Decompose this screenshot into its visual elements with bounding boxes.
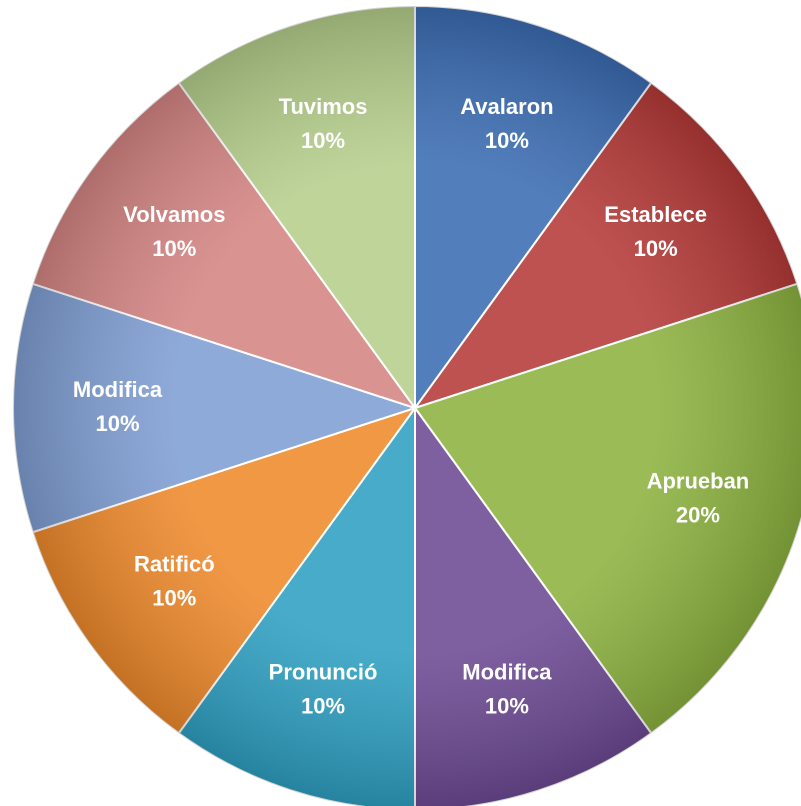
- slice-value-label: 10%: [301, 128, 345, 153]
- slice-value-label: 10%: [95, 411, 139, 436]
- slice-label: Aprueban: [647, 469, 750, 494]
- slice-value-label: 10%: [485, 694, 529, 719]
- slice-label: Tuvimos: [279, 94, 368, 119]
- slice-value-label: 20%: [676, 503, 720, 528]
- slice-value-label: 10%: [152, 236, 196, 261]
- slice-label: Establece: [604, 202, 707, 227]
- slice-label: Modifica: [73, 377, 163, 402]
- slice-value-label: 10%: [485, 128, 529, 153]
- slice-label: Volvamos: [123, 202, 225, 227]
- slice-label: Avalaron: [460, 94, 553, 119]
- slice-value-label: 10%: [301, 694, 345, 719]
- slice-value-label: 10%: [634, 236, 678, 261]
- slice-label: Pronunció: [269, 660, 378, 685]
- slice-value-label: 10%: [152, 586, 196, 611]
- slice-label: Modifica: [462, 660, 552, 685]
- slice-label: Ratificó: [134, 552, 215, 577]
